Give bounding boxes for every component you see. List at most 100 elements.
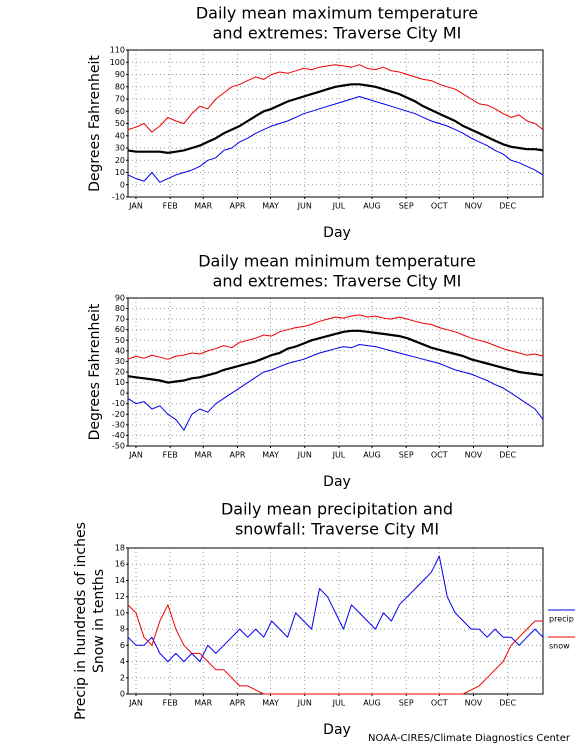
x-axis-label: Day (323, 225, 351, 241)
y-tick-label: 30 (115, 144, 125, 153)
x-tick-label: FEB (163, 202, 178, 211)
x-axis-label: Day (323, 474, 351, 490)
y-tick-label: 20 (115, 368, 125, 377)
y-tick-label: -20 (112, 410, 125, 419)
y-tick-label: 80 (115, 82, 125, 91)
x-tick-label: APR (230, 202, 246, 211)
y-tick-label: 2 (120, 673, 125, 682)
y-tick-label: 20 (115, 156, 125, 165)
x-tick-label: APR (230, 451, 246, 460)
x-tick-label: NOV (465, 699, 483, 708)
x-tick-label: OCT (431, 451, 448, 460)
y-axis-label: Degrees Fahrenheit (87, 303, 103, 440)
y-tick-label: -10 (112, 399, 125, 408)
y-tick-label: 4 (120, 657, 125, 666)
series-line (127, 96, 544, 183)
x-axis-label: Day (323, 722, 351, 738)
x-tick-label: NOV (465, 202, 483, 211)
x-tick-label: SEP (399, 202, 414, 211)
y-tick-label: 0 (120, 389, 125, 398)
x-tick-label: JUL (332, 202, 346, 211)
x-tick-label: JUN (297, 451, 312, 460)
x-tick-label: OCT (431, 202, 448, 211)
y-tick-label: 40 (115, 346, 125, 355)
x-tick-label: FEB (163, 451, 178, 460)
y-axis-label: Snow in tenths (91, 569, 107, 673)
y-tick-label: 10 (115, 608, 125, 617)
chart-title: and extremes: Traverse City MI (213, 24, 462, 43)
x-tick-label: MAY (262, 202, 279, 211)
chart-title: Daily mean minimum temperature (198, 252, 476, 271)
y-tick-label: 18 (115, 544, 125, 553)
legend-label: snow (549, 642, 570, 651)
x-tick-label: MAY (262, 451, 279, 460)
y-tick-label: -30 (112, 420, 125, 429)
y-tick-label: 100 (110, 58, 125, 67)
y-tick-label: 90 (115, 294, 125, 303)
x-tick-label: DEC (499, 699, 516, 708)
plot-frame (127, 49, 544, 198)
x-tick-label: MAR (194, 202, 212, 211)
x-tick-label: JUN (297, 202, 312, 211)
x-tick-label: JUL (332, 451, 346, 460)
x-tick-label: AUG (363, 451, 381, 460)
y-tick-label: 10 (115, 168, 125, 177)
legend-label: precip (549, 615, 574, 624)
series-line (127, 329, 544, 384)
y-tick-label: 30 (115, 357, 125, 366)
y-tick-label: 70 (115, 95, 125, 104)
x-tick-label: MAR (194, 699, 212, 708)
y-axis-label: Precip in hundreds of inches (73, 522, 89, 720)
chart-title: Daily mean precipitation and (221, 500, 453, 519)
y-tick-label: 60 (115, 107, 125, 116)
y-tick-label: 80 (115, 304, 125, 313)
footer: NOAA-CIRES/Climate Diagnostics Center (368, 733, 571, 744)
x-tick-label: DEC (499, 451, 516, 460)
y-tick-label: 110 (110, 46, 125, 55)
x-tick-label: NOV (465, 451, 483, 460)
y-tick-label: 14 (115, 576, 125, 585)
x-tick-label: JUN (297, 699, 312, 708)
x-tick-label: SEP (399, 699, 414, 708)
x-tick-label: MAR (194, 451, 212, 460)
x-tick-label: JUL (332, 699, 346, 708)
y-axis-label: Degrees Fahrenheit (87, 55, 103, 192)
x-tick-label: AUG (363, 699, 381, 708)
y-tick-label: -40 (112, 431, 125, 440)
series-line (127, 555, 544, 663)
y-tick-label: 0 (120, 690, 125, 699)
series-line (127, 83, 544, 154)
x-tick-label: FEB (163, 699, 178, 708)
x-tick-label: DEC (499, 202, 516, 211)
y-tick-label: 16 (115, 560, 125, 569)
x-tick-label: AUG (363, 202, 381, 211)
y-tick-label: 10 (115, 378, 125, 387)
series-line (127, 64, 544, 133)
plot-frame (127, 547, 544, 695)
x-tick-label: APR (230, 699, 246, 708)
y-tick-label: 50 (115, 119, 125, 128)
y-tick-label: 8 (120, 625, 125, 634)
x-tick-label: JAN (128, 699, 143, 708)
series-line (127, 314, 544, 360)
y-tick-label: 90 (115, 70, 125, 79)
y-tick-label: -50 (112, 442, 125, 451)
y-tick-label: 40 (115, 131, 125, 140)
y-tick-label: 50 (115, 336, 125, 345)
y-tick-label: 6 (120, 641, 125, 650)
chart-title: and extremes: Traverse City MI (213, 272, 462, 291)
chart-title: Daily mean maximum temperature (196, 4, 478, 23)
y-tick-label: 60 (115, 325, 125, 334)
y-tick-label: 70 (115, 315, 125, 324)
x-tick-label: OCT (431, 699, 448, 708)
y-tick-label: -10 (112, 193, 125, 202)
series-line (127, 604, 543, 695)
plot-frame (127, 297, 544, 447)
y-tick-label: 0 (120, 180, 125, 189)
x-tick-label: JAN (128, 202, 143, 211)
y-tick-label: 12 (115, 592, 125, 601)
x-tick-label: JAN (128, 451, 143, 460)
series-line (127, 344, 544, 431)
chart-title: snowfall: Traverse City MI (235, 520, 439, 539)
